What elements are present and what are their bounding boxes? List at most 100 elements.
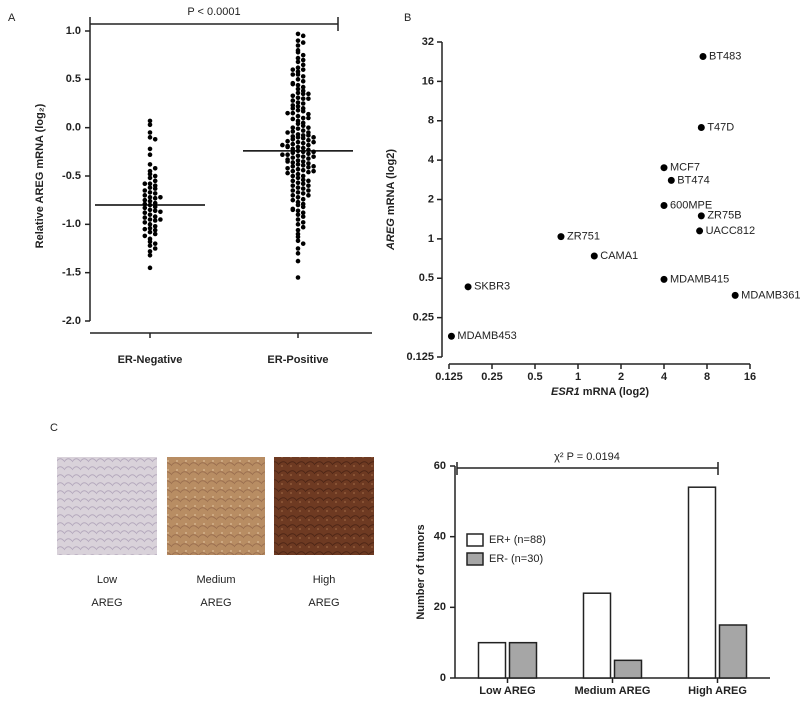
point-label: MDAMB361 <box>741 289 800 301</box>
data-point <box>147 190 153 195</box>
data-point <box>295 251 301 256</box>
data-point <box>290 183 296 188</box>
data-point <box>306 183 311 188</box>
y-tick-label: 0.125 <box>406 351 434 363</box>
data-point <box>306 193 311 198</box>
data-point <box>306 188 311 193</box>
data-point <box>300 78 306 84</box>
data-point <box>285 152 290 158</box>
data-point <box>142 181 148 187</box>
data-point <box>660 164 668 172</box>
data-point <box>290 178 296 184</box>
data-point <box>300 84 306 90</box>
data-point <box>290 164 296 169</box>
data-point <box>697 212 705 220</box>
x-tick-label: 1 <box>575 371 581 383</box>
data-point <box>295 222 301 227</box>
data-point <box>300 115 306 121</box>
x-tick-label: ER-Positive <box>267 354 328 366</box>
data-point <box>300 145 306 151</box>
x-axis-label-text: mRNA (log2) <box>580 386 650 398</box>
data-point <box>300 196 306 202</box>
data-point <box>300 167 306 173</box>
data-point <box>290 168 296 174</box>
point-label: SKBR3 <box>474 281 510 293</box>
data-point <box>147 225 153 231</box>
bar <box>613 659 643 679</box>
data-point <box>300 40 306 45</box>
data-point <box>147 175 153 181</box>
point-label: 600MPE <box>670 199 712 211</box>
data-point <box>295 55 301 61</box>
data-point <box>295 43 301 48</box>
data-point <box>142 188 148 193</box>
data-point <box>147 130 153 135</box>
data-point <box>295 190 301 195</box>
data-point <box>300 159 306 164</box>
data-point <box>290 72 296 77</box>
data-point <box>152 165 158 171</box>
data-point <box>295 77 301 82</box>
data-point <box>306 111 311 117</box>
data-point <box>295 202 301 208</box>
x-tick-label: 8 <box>704 371 710 383</box>
y-tick-label: -2.0 <box>62 315 81 327</box>
annotation: χ² P = 0.0194 <box>554 451 620 463</box>
image-caption: Medium <box>196 574 235 586</box>
point-label: BT474 <box>677 174 709 186</box>
data-point <box>306 91 311 97</box>
data-point <box>295 139 301 145</box>
x-tick-label: 16 <box>744 371 756 383</box>
data-point <box>295 100 301 105</box>
data-point <box>290 188 296 193</box>
panel-label: B <box>404 12 411 24</box>
x-tick-label: 0.5 <box>527 371 542 383</box>
data-point <box>285 170 290 176</box>
data-point <box>300 91 306 97</box>
data-point <box>147 207 153 213</box>
y-tick-label: 20 <box>434 601 446 613</box>
data-point <box>147 217 153 222</box>
data-point <box>147 162 153 167</box>
data-point <box>295 126 301 131</box>
data-point <box>285 110 290 116</box>
data-point <box>696 227 704 235</box>
data-point <box>152 173 158 179</box>
data-point <box>152 191 158 196</box>
panel-label: C <box>50 422 58 434</box>
data-point <box>300 128 306 133</box>
data-point <box>295 175 301 181</box>
data-point <box>447 332 455 340</box>
data-point <box>290 197 296 203</box>
data-point <box>295 158 301 163</box>
data-point <box>152 241 158 246</box>
data-point <box>152 227 158 233</box>
data-point <box>295 246 301 251</box>
y-axis-label: Number of tumors <box>415 524 427 619</box>
data-point <box>295 275 301 280</box>
data-point <box>147 222 153 227</box>
x-tick-label: Low AREG <box>479 685 535 697</box>
data-point <box>311 164 316 169</box>
data-point <box>295 86 301 92</box>
data-point <box>158 217 163 222</box>
data-point <box>290 81 296 87</box>
data-point <box>147 229 153 235</box>
data-point <box>142 220 148 225</box>
data-point <box>142 215 148 220</box>
bar <box>718 624 748 679</box>
bracket <box>89 17 339 31</box>
data-point <box>306 125 311 130</box>
image-caption: High <box>313 574 336 586</box>
data-point <box>660 275 668 283</box>
data-point <box>152 214 158 219</box>
data-point <box>295 31 301 37</box>
data-point <box>295 135 301 140</box>
data-point <box>300 52 306 58</box>
data-point <box>295 162 301 167</box>
data-point <box>731 291 739 299</box>
data-point <box>306 142 311 148</box>
point-label: CAMA1 <box>600 250 638 262</box>
legend-swatch <box>466 552 484 566</box>
